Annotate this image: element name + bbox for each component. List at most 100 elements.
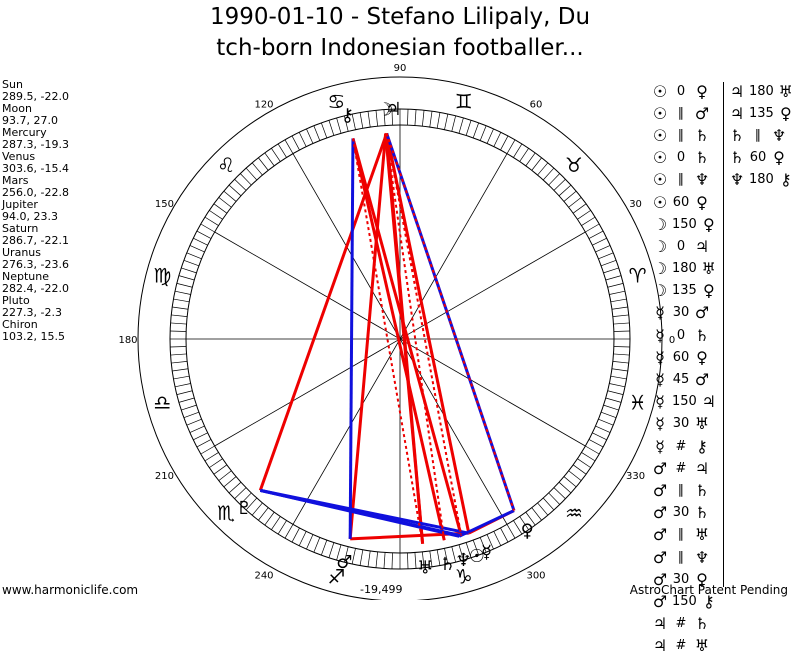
degree-tick [595, 425, 611, 433]
degree-tick [609, 290, 626, 295]
degree-tick [585, 445, 600, 455]
degree-tick [189, 245, 205, 253]
degree-tick [200, 223, 215, 233]
aspect-row: ☿ 30 ♅ [650, 413, 719, 435]
position-value: 286.7, -22.1 [2, 234, 69, 247]
degree-tick [479, 537, 487, 553]
degree-tick [472, 122, 479, 139]
degree-tick [407, 109, 409, 126]
aspect-planet-1: ♆ [729, 170, 745, 190]
degree-tick [577, 210, 591, 220]
aspect-type: ∥ [677, 172, 685, 188]
aspect-line [351, 138, 424, 544]
degree-tick [204, 216, 219, 226]
aspect-row: ♃ # ♅ [650, 635, 719, 657]
aspect-row: ♂ 30 ♄ [650, 502, 719, 524]
aspect-planet-2: ⚷ [779, 170, 792, 190]
degree-tick [592, 432, 607, 441]
aspect-planet-2: ♆ [771, 125, 787, 145]
degree-tick [383, 109, 386, 126]
aspect-list-col2: ♃ 180 ♅ ♃ 135 ♀ ♄ ∥ ♆ ♄ 60 ♀ ♆ 180 ⚷ [727, 80, 796, 191]
degree-tick [572, 464, 587, 475]
degree-tick [239, 173, 252, 186]
aspect-row: ☿ 0 ♄ [650, 324, 719, 346]
aspect-row: ☉ ∥ ♂ [650, 102, 719, 124]
aspect-row: ☉ ∥ ♆ [650, 169, 719, 191]
aspect-planet-1: ☉ [652, 81, 668, 101]
aspect-planet-1: ♂ [652, 458, 668, 478]
degree-tick [176, 283, 193, 288]
aspect-planet-2: ♅ [694, 636, 710, 656]
degree-tick [375, 110, 378, 127]
degree-tick [598, 418, 614, 426]
degree-label: 180 [118, 335, 137, 346]
aspect-planet-1: ♂ [652, 569, 668, 589]
degree-tick [170, 330, 187, 332]
aspect-planet-2: ♂ [694, 370, 710, 390]
degree-tick [213, 203, 228, 214]
degree-tick [200, 445, 215, 455]
degree-tick [600, 411, 617, 418]
degree-tick [558, 481, 572, 494]
degree-tick [553, 178, 566, 191]
position-name: Sun [2, 78, 23, 91]
degree-tick [183, 260, 200, 267]
degree-tick [170, 353, 187, 356]
degree-tick [223, 190, 237, 202]
degree-tick [506, 139, 516, 154]
zodiac-sign-glyph: ♑ [455, 565, 473, 589]
aspect-line [351, 138, 463, 537]
bottom-value: -19,499 [360, 583, 403, 596]
position-value: 289.5, -22.0 [2, 90, 69, 103]
degree-tick [610, 298, 627, 303]
aspect-planet-1: ☉ [652, 125, 668, 145]
degree-tick [607, 283, 624, 288]
zodiac-sign-glyph: ♋ [327, 89, 345, 113]
position-value: 227.3, -2.3 [2, 306, 62, 319]
degree-tick [251, 162, 263, 176]
aspect-planet-2: ♅ [701, 259, 716, 279]
aspect-planet-1: ☿ [655, 392, 665, 412]
degree-tick [414, 109, 417, 126]
degree-label: 150 [155, 199, 174, 210]
degree-tick [170, 346, 187, 348]
degree-tick [598, 252, 614, 260]
zodiac-sign-glyph: ♐ [327, 565, 345, 589]
degree-tick [193, 237, 208, 246]
degree-tick [493, 531, 502, 546]
aspect-row: ☉ 0 ♀ [650, 80, 719, 102]
aspect-type: 135 [749, 105, 774, 121]
aspect-planet-1: ♂ [652, 503, 668, 523]
degree-tick [612, 361, 629, 364]
zodiac-sign-glyph: ♏ [217, 501, 235, 525]
planet-glyph: ⚷ [341, 105, 354, 126]
aspect-type: 30 [672, 416, 690, 432]
patent-note: AstroChart Patent Pending [629, 583, 788, 597]
aspect-planet-1: ☿ [655, 325, 665, 345]
aspect-type: 0 [676, 150, 686, 166]
degree-label: 120 [254, 99, 273, 110]
aspect-type: 60 [749, 150, 767, 166]
degree-tick [336, 117, 342, 134]
degree-tick [563, 190, 577, 202]
degree-tick [173, 375, 190, 380]
aspect-type: 30 [672, 571, 690, 587]
degree-tick [328, 542, 335, 558]
position-name: Neptune [2, 270, 50, 283]
degree-tick [284, 524, 294, 539]
degree-tick [519, 148, 529, 162]
aspect-planet-1: ☉ [652, 192, 668, 212]
degree-tick [444, 113, 449, 130]
degree-tick [479, 125, 487, 141]
aspect-type: 180 [749, 83, 774, 99]
aspect-line [384, 133, 446, 541]
aspect-type: 60 [672, 349, 690, 365]
aspect-line [348, 133, 388, 540]
degree-tick [351, 548, 356, 565]
aspect-type: # [675, 460, 687, 476]
planet-glyph: ☽ [377, 99, 393, 120]
aspect-planet-2: ♄ [694, 480, 710, 500]
site-link[interactable]: www.harmoniclife.com [2, 583, 139, 597]
aspect-planet-1: ♃ [729, 103, 745, 123]
degree-tick [407, 552, 409, 569]
